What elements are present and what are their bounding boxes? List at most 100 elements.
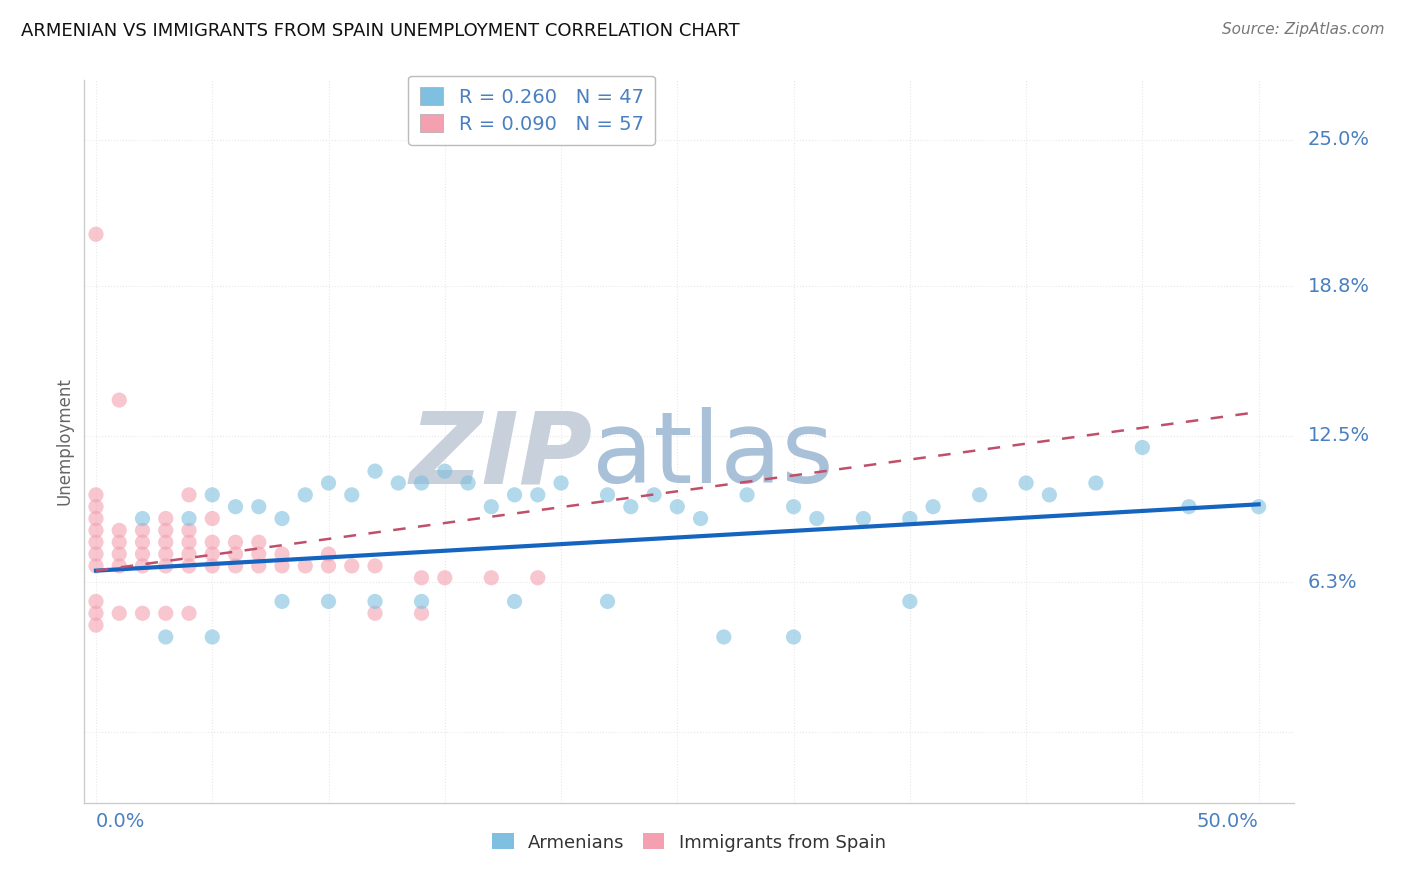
Point bbox=[318, 558, 340, 573]
Point bbox=[108, 524, 131, 538]
Point bbox=[1247, 500, 1270, 514]
Point bbox=[84, 618, 107, 632]
Point bbox=[898, 594, 921, 608]
Point bbox=[108, 393, 131, 408]
Point bbox=[643, 488, 665, 502]
Point bbox=[411, 475, 433, 490]
Point bbox=[457, 475, 479, 490]
Point bbox=[922, 500, 945, 514]
Point bbox=[294, 558, 316, 573]
Point bbox=[503, 488, 526, 502]
Point bbox=[84, 524, 107, 538]
Point bbox=[271, 558, 294, 573]
Point bbox=[131, 524, 153, 538]
Point bbox=[247, 535, 270, 549]
Point bbox=[620, 500, 643, 514]
Point bbox=[225, 558, 247, 573]
Point bbox=[84, 500, 107, 514]
Point bbox=[411, 607, 433, 621]
Point bbox=[411, 594, 433, 608]
Point bbox=[271, 594, 294, 608]
Point bbox=[479, 571, 502, 585]
Point bbox=[225, 535, 247, 549]
Point bbox=[1178, 500, 1201, 514]
Text: ZIP: ZIP bbox=[409, 408, 592, 505]
Point bbox=[201, 511, 224, 525]
Point bbox=[155, 558, 177, 573]
Point bbox=[364, 607, 387, 621]
Point bbox=[318, 475, 340, 490]
Point bbox=[364, 594, 387, 608]
Point bbox=[177, 511, 200, 525]
Point bbox=[364, 464, 387, 478]
Point bbox=[1132, 441, 1154, 455]
Point bbox=[84, 594, 107, 608]
Point bbox=[131, 607, 153, 621]
Point bbox=[131, 511, 153, 525]
Point bbox=[852, 511, 875, 525]
Point bbox=[108, 535, 131, 549]
Text: 25.0%: 25.0% bbox=[1308, 130, 1369, 149]
Point bbox=[84, 547, 107, 561]
Point bbox=[84, 511, 107, 525]
Point bbox=[84, 488, 107, 502]
Text: 0.0%: 0.0% bbox=[96, 813, 145, 831]
Point bbox=[247, 558, 270, 573]
Text: ARMENIAN VS IMMIGRANTS FROM SPAIN UNEMPLOYMENT CORRELATION CHART: ARMENIAN VS IMMIGRANTS FROM SPAIN UNEMPL… bbox=[21, 22, 740, 40]
Point bbox=[201, 535, 224, 549]
Point bbox=[479, 500, 502, 514]
Point bbox=[247, 547, 270, 561]
Point bbox=[84, 535, 107, 549]
Point bbox=[155, 524, 177, 538]
Point bbox=[177, 607, 200, 621]
Point bbox=[84, 607, 107, 621]
Point bbox=[201, 488, 224, 502]
Point bbox=[155, 511, 177, 525]
Point bbox=[1084, 475, 1107, 490]
Point bbox=[225, 547, 247, 561]
Point bbox=[527, 488, 550, 502]
Point bbox=[503, 594, 526, 608]
Point bbox=[364, 558, 387, 573]
Y-axis label: Unemployment: Unemployment bbox=[55, 377, 73, 506]
Point bbox=[155, 607, 177, 621]
Point bbox=[596, 488, 619, 502]
Point bbox=[411, 571, 433, 585]
Point bbox=[1015, 475, 1038, 490]
Text: Source: ZipAtlas.com: Source: ZipAtlas.com bbox=[1222, 22, 1385, 37]
Point bbox=[177, 558, 200, 573]
Point bbox=[201, 630, 224, 644]
Point bbox=[782, 630, 804, 644]
Point bbox=[177, 524, 200, 538]
Point bbox=[201, 558, 224, 573]
Point bbox=[433, 571, 456, 585]
Point bbox=[318, 547, 340, 561]
Point bbox=[969, 488, 991, 502]
Point bbox=[108, 607, 131, 621]
Point bbox=[131, 535, 153, 549]
Point bbox=[735, 488, 758, 502]
Text: 6.3%: 6.3% bbox=[1308, 573, 1358, 592]
Point bbox=[596, 594, 619, 608]
Point bbox=[318, 594, 340, 608]
Point bbox=[782, 500, 804, 514]
Point bbox=[177, 547, 200, 561]
Point bbox=[294, 488, 316, 502]
Point bbox=[108, 558, 131, 573]
Point bbox=[806, 511, 828, 525]
Point bbox=[898, 511, 921, 525]
Point bbox=[177, 488, 200, 502]
Point bbox=[527, 571, 550, 585]
Point bbox=[131, 547, 153, 561]
Point bbox=[84, 558, 107, 573]
Point bbox=[131, 558, 153, 573]
Point bbox=[225, 500, 247, 514]
Point bbox=[387, 475, 409, 490]
Point bbox=[713, 630, 735, 644]
Point bbox=[108, 547, 131, 561]
Point bbox=[155, 535, 177, 549]
Text: 50.0%: 50.0% bbox=[1197, 813, 1258, 831]
Point bbox=[84, 227, 107, 242]
Point bbox=[1038, 488, 1060, 502]
Legend: Armenians, Immigrants from Spain: Armenians, Immigrants from Spain bbox=[485, 826, 893, 859]
